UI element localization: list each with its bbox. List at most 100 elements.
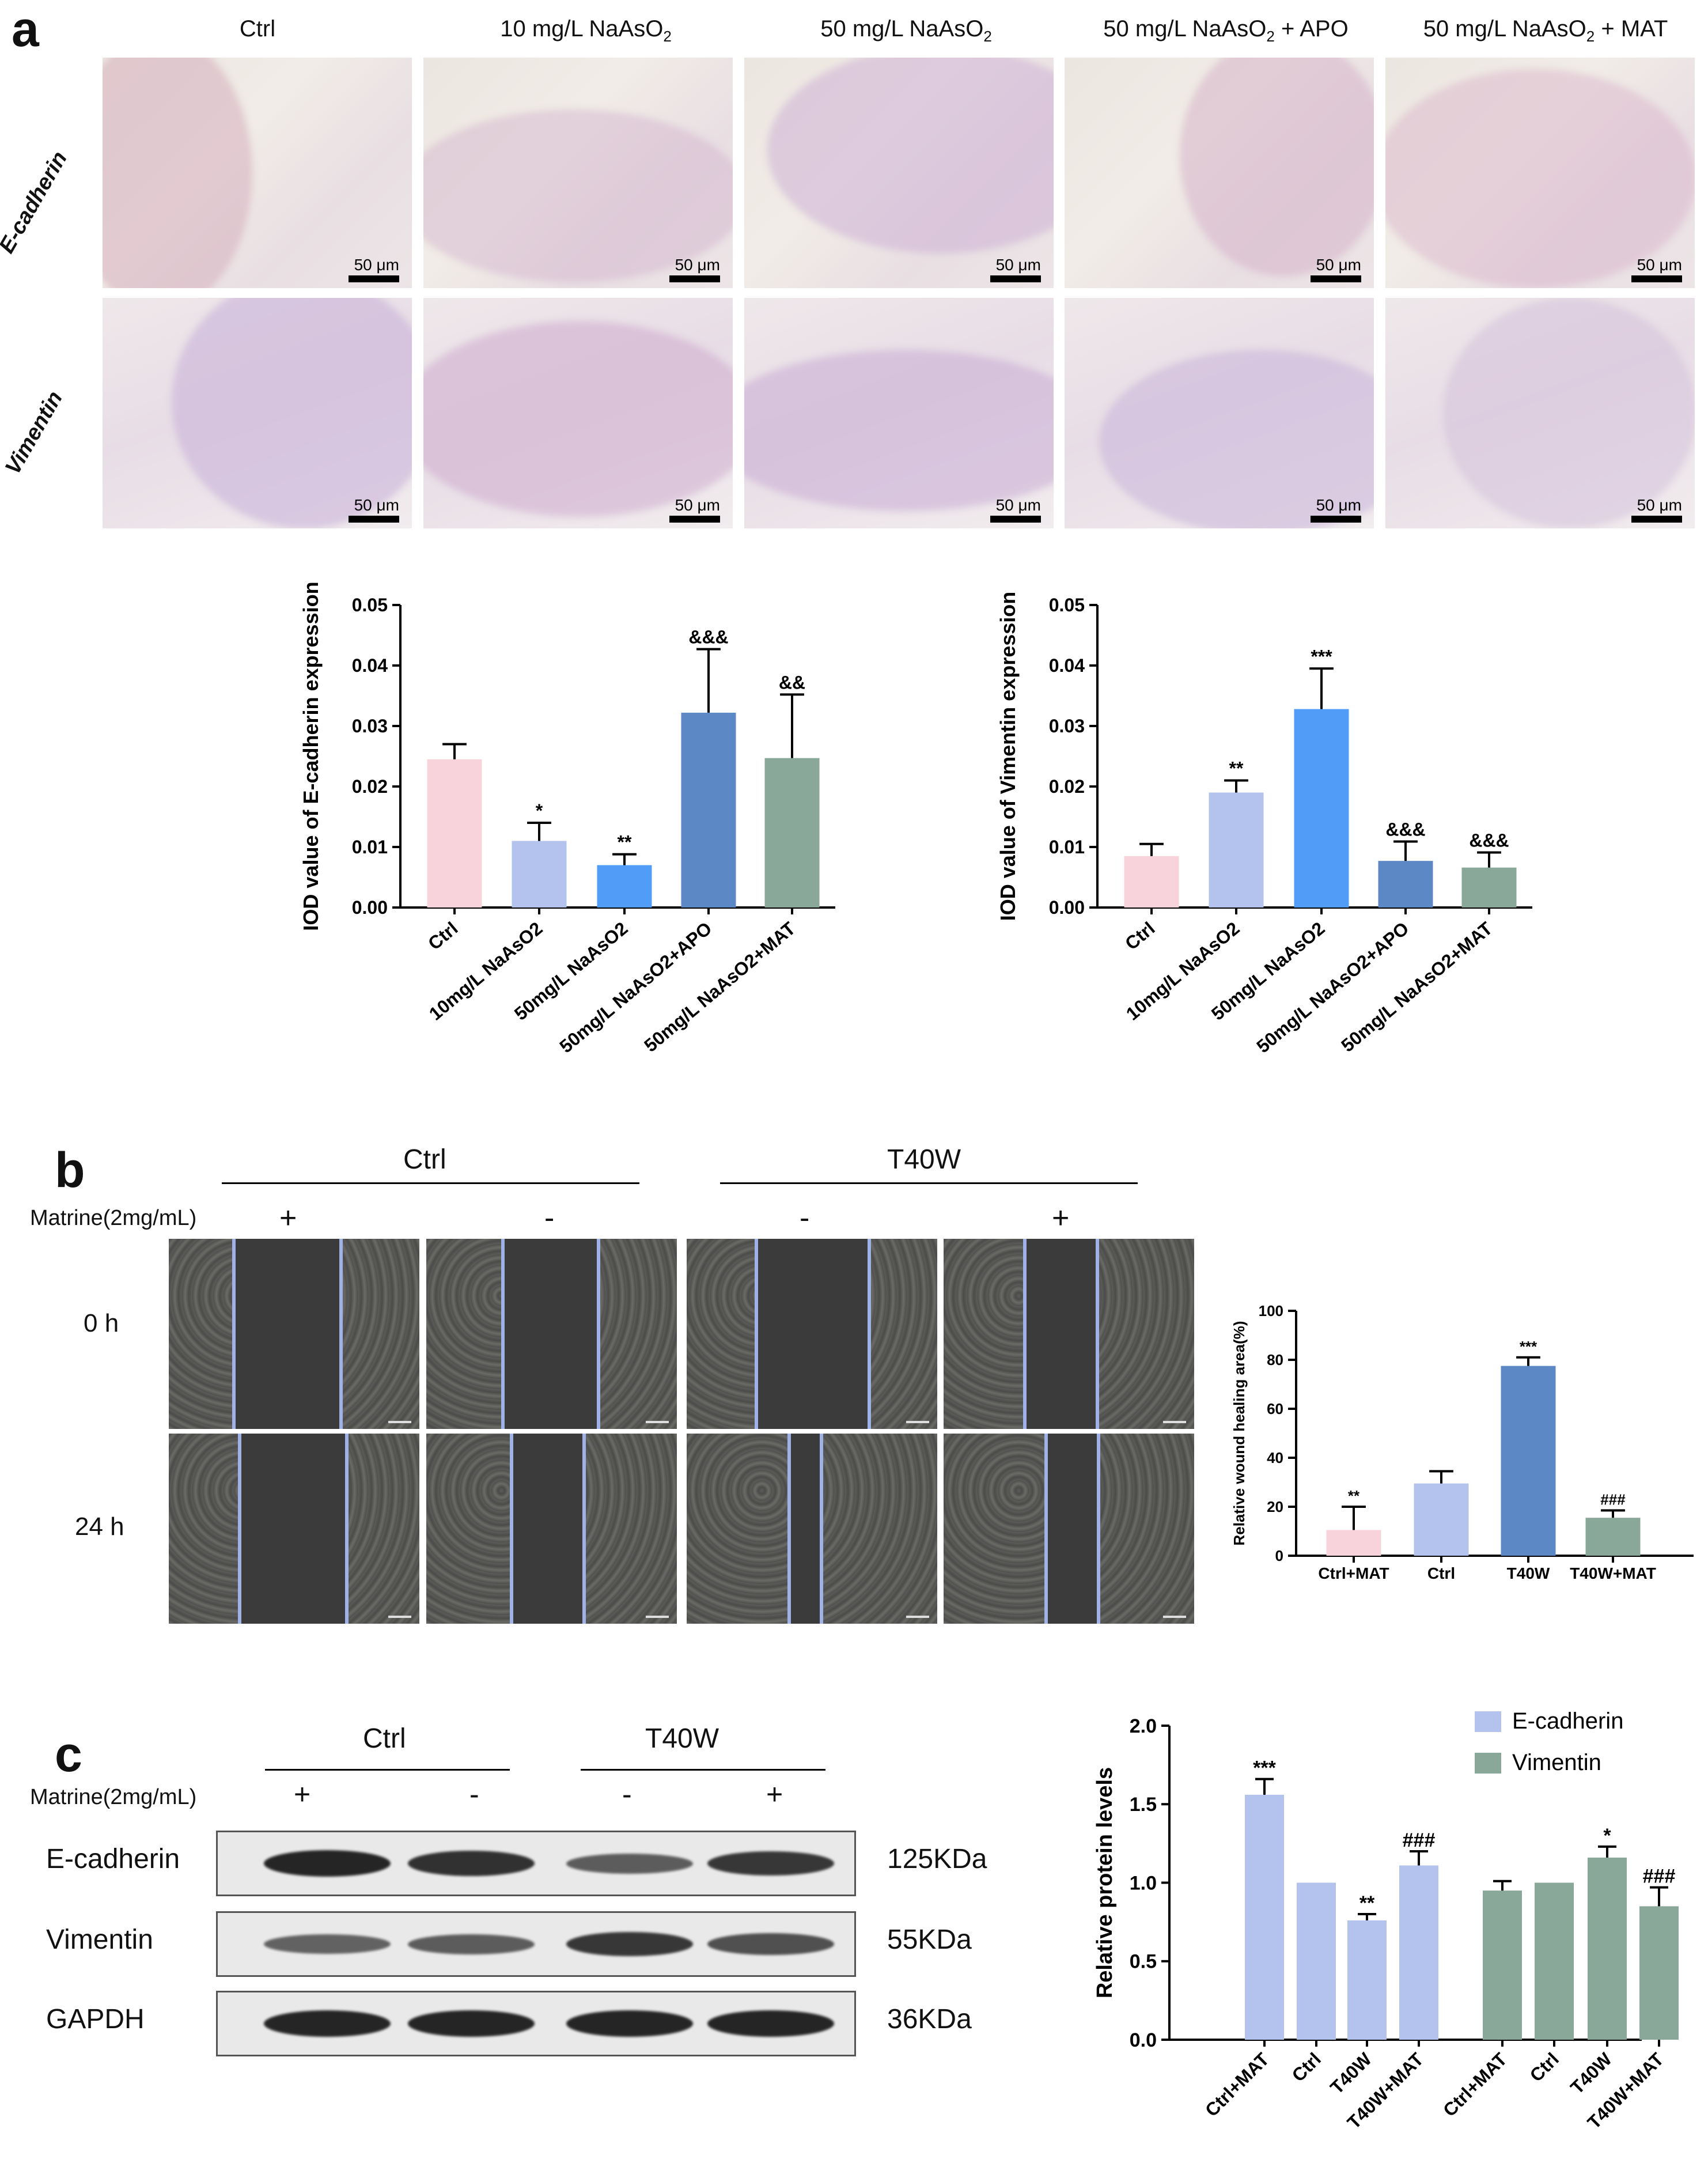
matrine-label-b: Matrine(2mg/mL): [30, 1206, 197, 1230]
category-label: Ctrl: [1526, 2048, 1563, 2085]
blot-strip-3: [216, 1991, 856, 2056]
blot-band: [264, 1850, 391, 1877]
scale-bar-label: 50 μm: [354, 256, 399, 274]
category-label: Ctrl+MAT: [1318, 1564, 1389, 1582]
y-tick-label: 0.00: [352, 897, 388, 918]
group-line-ctrl-c: [265, 1769, 510, 1771]
micrograph-e-cadherin-5: 50 μm: [1385, 58, 1695, 288]
bar: [427, 759, 482, 907]
sign-c-2: -: [469, 1778, 479, 1810]
scale-bar-label: 50 μm: [675, 496, 720, 514]
group-label-ctrl-c: Ctrl: [363, 1723, 406, 1754]
significance-label: **: [1229, 758, 1244, 779]
chart-vimentin-iod: 0.00 0.01 0.02 0.03 0.04 0.05 IOD value of Vim…: [996, 592, 1532, 1057]
y-tick-label: 0.04: [352, 655, 388, 676]
bar: [1535, 1882, 1574, 2040]
y-tick-label: 0.05: [1049, 595, 1085, 615]
scale-bar: [388, 1421, 411, 1423]
micrograph-vimentin-5: 50 μm: [1385, 298, 1695, 528]
blot-strip-1: [216, 1831, 856, 1896]
wound-image-24h-4: [944, 1434, 1194, 1624]
legend-label: E-cadherin: [1512, 1708, 1623, 1734]
category-label: Ctrl+MAT: [1439, 2048, 1511, 2120]
significance-label: *: [536, 800, 543, 821]
scale-bar: [1163, 1421, 1186, 1423]
wound-image-0h-1: [169, 1239, 419, 1429]
y-axis-label: Relative protein levels: [1093, 1767, 1117, 1998]
row-title-vimentin: Vimentin: [1, 387, 68, 479]
panel-b-label: b: [55, 1143, 85, 1198]
bar: [1326, 1530, 1381, 1556]
scale-bar: [349, 275, 399, 282]
y-tick-label: 0: [1275, 1547, 1283, 1564]
blot-size-3: 36KDa: [887, 2004, 972, 2035]
significance-label: **: [618, 832, 632, 853]
scale-bar-label: 50 μm: [1637, 256, 1682, 274]
column-title-2: 10 mg/L NaAsO2: [500, 16, 672, 45]
y-tick-label: 0.01: [1049, 837, 1085, 857]
scale-bar-label: 50 μm: [1316, 256, 1361, 274]
group-label-t40w: T40W: [887, 1144, 961, 1175]
bar: [597, 865, 652, 907]
significance-label: ***: [1311, 646, 1332, 667]
y-tick-label: 80: [1267, 1351, 1283, 1368]
significance-label: ***: [1253, 1757, 1276, 1779]
column-title-1: Ctrl: [239, 16, 276, 41]
y-axis-label: IOD value of Vimentin expression: [996, 592, 1020, 921]
category-label: 50mg/L NaAsO2+MAT: [640, 917, 800, 1056]
time-24h: 24 h: [75, 1512, 124, 1541]
tissue-region: [423, 321, 733, 517]
significance-label: **: [1359, 1892, 1375, 1914]
y-tick-label: 0.05: [352, 595, 388, 615]
tissue-region: [423, 109, 733, 282]
y-tick-label: 40: [1267, 1449, 1283, 1466]
scale-bar: [1163, 1616, 1186, 1618]
blot-band: [408, 1934, 535, 1954]
wound-image-0h-2: [426, 1239, 677, 1429]
y-tick-label: 0.04: [1049, 655, 1085, 676]
bar: [1399, 1865, 1438, 2040]
tissue-region: [172, 298, 412, 528]
blot-band: [566, 1853, 693, 1874]
wound-image-0h-3: [687, 1239, 937, 1429]
scale-bar-label: 50 μm: [354, 496, 399, 514]
micrograph-e-cadherin-4: 50 μm: [1065, 58, 1374, 288]
micrograph-e-cadherin-2: 50 μm: [423, 58, 733, 288]
category-label: T40W: [1566, 2048, 1616, 2098]
column-title-4: 50 mg/L NaAsO2 + APO: [1103, 16, 1349, 45]
y-tick-label: 0.0: [1130, 2029, 1157, 2051]
significance-label: &&: [779, 672, 805, 693]
category-label: Ctrl: [1427, 1564, 1455, 1582]
bar: [1347, 1920, 1387, 2040]
wound-image-0h-4: [944, 1239, 1194, 1429]
chart-wound-healing: 0 20 40 60 80 100 Relative wound healing area(…: [1230, 1302, 1694, 1582]
blot-band: [566, 1932, 693, 1956]
category-label: Ctrl+MAT: [1201, 2048, 1273, 2120]
y-tick-label: 100: [1259, 1302, 1283, 1319]
blot-band: [264, 1934, 391, 1954]
group-line-t40w-c: [581, 1769, 825, 1771]
wound-gap: [510, 1434, 586, 1624]
time-0h: 0 h: [84, 1309, 119, 1337]
wound-gap: [787, 1434, 823, 1624]
y-axis-label: Relative wound healing area(%): [1230, 1321, 1248, 1545]
wound-gap: [238, 1434, 349, 1624]
y-axis-label: IOD value of E-cadherin expression: [299, 581, 323, 931]
blot-label-1: E-cadherin: [46, 1844, 180, 1874]
blot-band: [264, 2010, 391, 2037]
bar: [1414, 1483, 1469, 1556]
bar: [681, 712, 736, 907]
y-tick-label: 1.0: [1130, 1872, 1157, 1894]
bar: [1294, 709, 1349, 907]
bar: [1585, 1518, 1641, 1556]
category-label: 50mg/L NaAsO2+APO: [1252, 918, 1412, 1057]
micrograph-e-cadherin-3: 50 μm: [744, 58, 1054, 288]
bar: [1639, 1906, 1679, 2040]
legend-swatch: [1475, 1711, 1501, 1732]
micrograph-vimentin-4: 50 μm: [1065, 298, 1374, 528]
category-label: T40W+MAT: [1570, 1564, 1656, 1582]
scale-bar: [646, 1421, 669, 1423]
category-label: Ctrl: [424, 918, 461, 954]
panel-a-label: a: [12, 2, 39, 57]
